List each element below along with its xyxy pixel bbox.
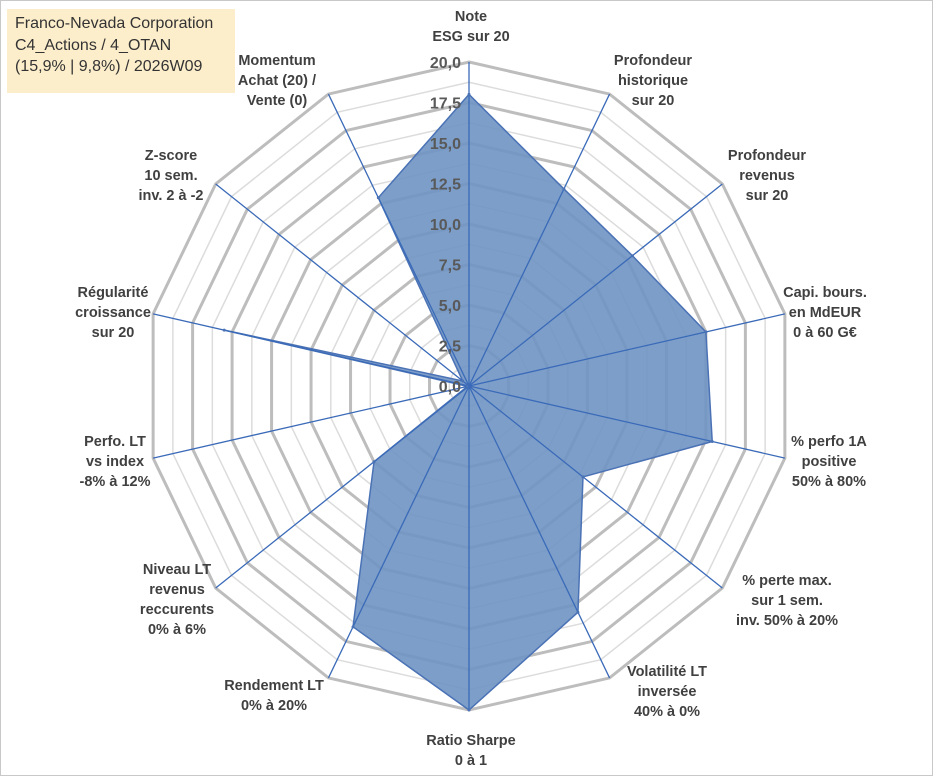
category-label-line: sur 20 (92, 325, 135, 341)
axis-line (468, 385, 786, 459)
category-label-line: 40% à 0% (634, 704, 700, 720)
category-label: % perte max. sur 1 sem. inv. 50% à 20% (736, 573, 838, 629)
category-label-line: en MdEUR (789, 305, 862, 321)
series-area (224, 93, 714, 711)
category-label-line: ESG sur 20 (432, 29, 509, 45)
category-label: Perfo. LT vs index -8% à 12% (80, 434, 151, 490)
axis-line (215, 183, 470, 387)
category-label-line: inv. 50% à 20% (736, 613, 838, 629)
category-label-line: 0 à 1 (455, 753, 487, 769)
tick-label: 10,0 (430, 217, 461, 234)
category-label: Rendement LT 0% à 20% (224, 678, 324, 714)
category-label-line: Profondeur (614, 53, 692, 69)
title-box: Franco-Nevada Corporation C4_Actions / 4… (7, 9, 235, 93)
axis-line (152, 385, 470, 459)
data-point (465, 384, 469, 388)
tick-label: 0,0 (439, 379, 461, 396)
category-label: Profondeur revenus sur 20 (728, 148, 806, 204)
axis-line (468, 183, 723, 387)
data-point (461, 379, 465, 383)
title-line-1: Franco-Nevada Corporation (15, 15, 214, 32)
category-label: Volatilité LT inversée 40% à 0% (627, 664, 707, 720)
category-label-line: 10 sem. (144, 168, 197, 184)
category-label-line: Perfo. LT (84, 434, 146, 450)
tick-label: 12,5 (430, 177, 461, 194)
title-line-3: (15,9% | 9,8%) / 2026W09 (15, 58, 203, 75)
axis-line (327, 93, 470, 387)
title-line-2: C4_Actions / 4_OTAN (15, 36, 172, 54)
category-label: Z-score 10 sem. inv. 2 à -2 (138, 148, 203, 204)
category-label: Note ESG sur 20 (432, 9, 509, 45)
category-label-line: 50% à 80% (792, 474, 866, 490)
category-label-line: croissance (75, 305, 151, 321)
category-label-line: inv. 2 à -2 (138, 188, 203, 204)
data-point (222, 328, 226, 332)
category-label-line: 0% à 20% (241, 698, 307, 714)
tick-label: 17,5 (430, 96, 461, 113)
tick-label: 20,0 (430, 55, 461, 72)
data-point (710, 440, 714, 444)
category-label-line: historique (618, 73, 688, 89)
tick-label: 5,0 (439, 298, 461, 315)
axis-line (215, 385, 470, 589)
category-label: Ratio Sharpe 0 à 1 (426, 733, 515, 769)
category-label-line: vs index (86, 454, 144, 470)
category-label-line: Niveau LT (143, 562, 211, 578)
category-label: Capi. bours. en MdEUR 0 à 60 G€ (783, 285, 867, 341)
category-label-line: Momentum (238, 53, 315, 69)
category-label-line: Volatilité LT (627, 664, 707, 680)
category-label-line: revenus (149, 582, 205, 598)
data-point (576, 610, 580, 614)
data-point (372, 460, 376, 464)
axis-line (468, 93, 611, 387)
category-label-line: Z-score (145, 148, 197, 164)
data-point (630, 254, 634, 258)
category-label-line: 0% à 6% (148, 622, 206, 638)
category-label: Régularité croissance sur 20 (75, 285, 151, 341)
tick-label: 7,5 (439, 258, 461, 275)
axis-line (468, 313, 786, 387)
data-point (376, 196, 380, 200)
category-label-line: sur 20 (746, 188, 789, 204)
data-point (467, 92, 471, 96)
axis-line (327, 385, 470, 679)
category-label: Momentum Achat (20) / Vente (0) (238, 53, 316, 109)
category-label: Niveau LT revenus reccurents 0% à 6% (140, 562, 214, 638)
data-point (581, 475, 585, 479)
category-label-line: revenus (739, 168, 795, 184)
category-label-line: 0 à 60 G€ (793, 325, 857, 341)
category-label-line: Régularité (78, 285, 149, 301)
category-label-line: Note (455, 9, 487, 25)
category-label-line: sur 1 sem. (751, 593, 823, 609)
category-label-line: Capi. bours. (783, 285, 867, 301)
tick-label: 2,5 (439, 339, 461, 356)
category-label-line: -8% à 12% (80, 474, 151, 490)
category-label-line: Vente (0) (247, 93, 308, 109)
data-point (704, 330, 708, 334)
axis-line (152, 313, 470, 387)
data-point (467, 708, 471, 712)
category-label-line: % perfo 1A (791, 434, 867, 450)
category-label-line: sur 20 (632, 93, 675, 109)
category-label-line: inversée (638, 684, 697, 700)
category-label-line: Profondeur (728, 148, 806, 164)
category-label-line: Rendement LT (224, 678, 324, 694)
axis-line (468, 385, 723, 589)
category-label-line: % perte max. (742, 573, 831, 589)
category-label: % perfo 1A positive 50% à 80% (791, 434, 867, 490)
axis-line (468, 385, 611, 679)
category-label-line: reccurents (140, 602, 214, 618)
data-point (351, 625, 355, 629)
data-point (562, 187, 566, 191)
category-label-line: Ratio Sharpe (426, 733, 515, 749)
category-label-line: positive (802, 454, 857, 470)
tick-label: 15,0 (430, 136, 461, 153)
category-label-line: Achat (20) / (238, 73, 316, 89)
category-label: Profondeur historique sur 20 (614, 53, 692, 109)
